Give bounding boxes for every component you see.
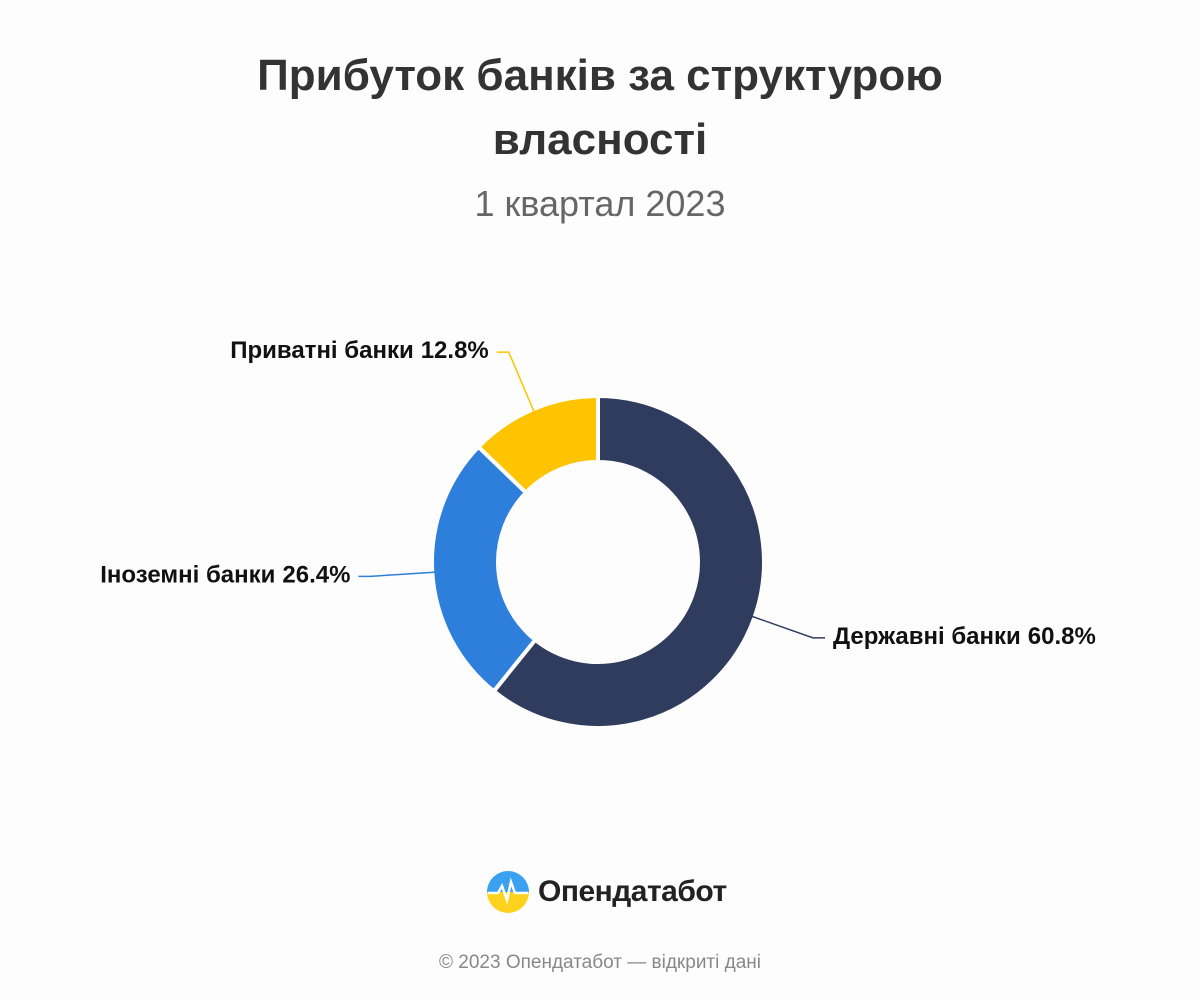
label-value: 26.4% — [282, 562, 350, 589]
donut-segment — [430, 444, 538, 694]
footer: © 2023 Опендатабот — відкриті дані — [439, 952, 761, 973]
logo: Опендатабот — [486, 870, 727, 914]
label-value: 12.8% — [421, 338, 489, 365]
leader-line — [748, 614, 826, 639]
donut-segment — [491, 394, 766, 730]
chart-subtitle: 1 квартал 2023 — [474, 183, 726, 224]
label-name: Іноземні банки — [100, 562, 275, 589]
chart-title: Прибуток банків за структурою власності — [257, 51, 943, 164]
donut-segment — [476, 394, 600, 495]
label-name: Державні банки — [833, 623, 1021, 650]
leader-line — [496, 351, 537, 416]
label-value: 60.8% — [1028, 623, 1096, 650]
logo-text: Опендатабот — [538, 875, 727, 908]
data-label: Приватні банки 12.8% — [230, 338, 489, 365]
logo-icon — [487, 871, 529, 913]
data-label: Іноземні банки 26.4% — [100, 562, 350, 589]
data-label: Державні банки 60.8% — [833, 623, 1096, 650]
label-name: Приватні банки — [230, 338, 413, 365]
leader-line — [358, 571, 439, 578]
